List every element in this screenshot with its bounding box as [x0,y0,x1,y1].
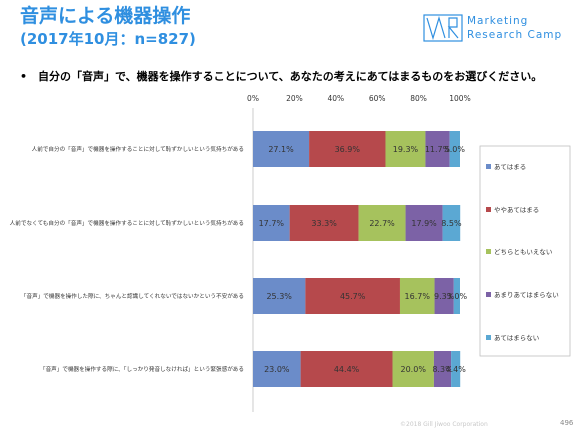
logo-text-line2: Research Camp [467,29,563,41]
x-tick-label: 100% [449,94,470,103]
bar-segment [433,351,452,387]
legend-label: どちらともいえない [494,248,552,256]
bar-segment [305,278,400,314]
bar-segment [253,351,301,387]
logo-text-line1: Marketing [467,15,529,27]
x-tick-label: 20% [286,94,303,103]
legend-label: あまりあてはまらない [494,291,559,299]
data-label: 9.3% [434,292,455,301]
data-label: 36.9% [335,145,361,154]
category-label: 「音声」で機器を操作した際に、ちゃんと認識してくれないではないかという不安がある [21,292,244,300]
data-label: 5.0% [445,145,466,154]
legend-swatch [486,292,491,297]
page-number: 496 [560,419,574,427]
data-label: 11.7% [425,145,451,154]
bar-segment [253,278,306,314]
bar-segment [405,205,443,241]
logo-mark-icon [423,14,463,42]
company-logo: Marketing Research Camp [423,14,573,46]
bar-segment [300,351,393,387]
legend-label: ややあてはまる [494,206,539,214]
bar-segment [453,278,460,314]
legend-swatch [486,249,491,254]
data-label: 19.3% [393,145,419,154]
data-label: 8.5% [441,219,462,228]
data-label: 17.9% [411,219,437,228]
category-label: 人前でなくても自分の「音声」で機器を操作することに対して恥ずかしいという気持ちが… [10,219,244,227]
x-tick-label: 40% [327,94,344,103]
bar-segment [253,131,310,167]
data-label: 33.3% [311,219,337,228]
data-label: 27.1% [268,145,294,154]
bar-segment [309,131,386,167]
survey-question: • 自分の「音声」で、機器を操作することについて、あなたの考えにあてはまるものを… [20,70,543,83]
bar-segment [358,205,406,241]
bar-segment [385,131,426,167]
x-tick-label: 80% [410,94,427,103]
x-tick-label: 0% [247,94,259,103]
legend-label: あてはまらない [494,334,539,342]
bar-segment [253,205,290,241]
legend-swatch [486,207,491,212]
data-label: 22.7% [369,219,395,228]
bar-segment [392,351,434,387]
category-label: 人前で自分の「音声」で機器を操作することに対して恥ずかしいという気持ちがある [32,145,244,153]
bar-segment [399,278,435,314]
legend-box [479,145,571,357]
data-label: 17.7% [259,219,285,228]
data-label: 8.3% [432,365,453,374]
data-label: 20.0% [401,365,427,374]
legend-swatch [486,335,491,340]
bar-segment [449,131,460,167]
bar-segment [289,205,359,241]
copyright-text: ©2018 Gill Jiwoo Corporation [400,421,488,428]
legend-label: あてはまる [494,163,526,171]
data-label: 25.3% [266,292,292,301]
x-tick-label: 60% [369,94,386,103]
data-label: 3.0% [447,292,468,301]
legend-swatch [486,164,491,169]
data-label: 44.4% [334,365,360,374]
data-label: 4.4% [445,365,466,374]
bar-segment [434,278,454,314]
data-label: 45.7% [340,292,366,301]
category-label: 「音声」で機器を操作する際に、「しっかり発音しなければ」という緊張感がある [40,365,244,373]
data-label: 16.7% [405,292,431,301]
page-title: 音声による機器操作 [20,5,191,27]
bar-segment [425,131,450,167]
data-label: 23.0% [264,365,290,374]
bar-segment [451,351,461,387]
page-subtitle: (2017年10月：n=827) [20,30,196,48]
bar-segment [442,205,461,241]
